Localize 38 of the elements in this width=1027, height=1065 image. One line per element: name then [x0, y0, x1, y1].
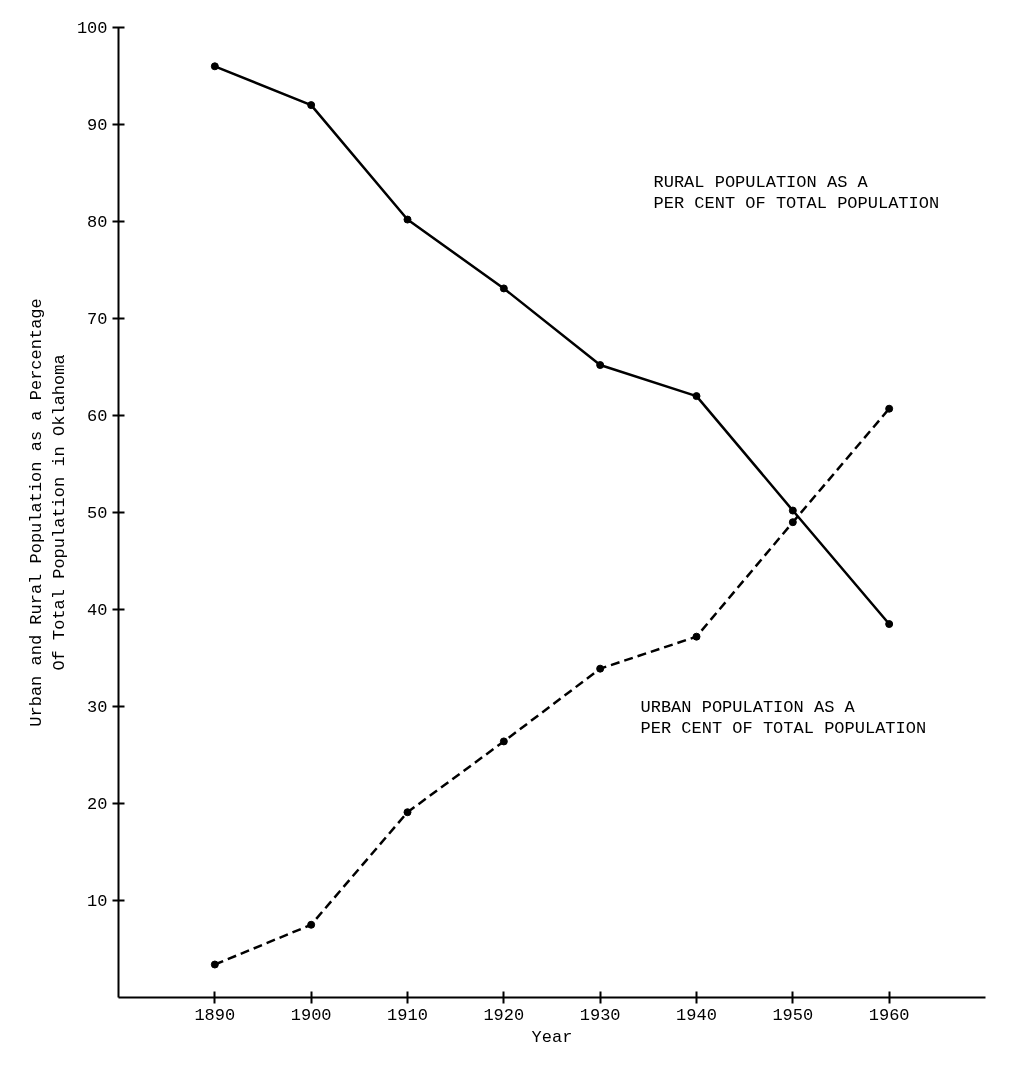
point — [210, 62, 219, 71]
y-tick-label: 30 — [87, 698, 108, 717]
point — [692, 632, 701, 641]
y-tick-label: 10 — [87, 892, 108, 911]
point — [596, 664, 605, 673]
annotation: URBAN POPULATION AS A PER CENT OF TOTAL POPULATION — [640, 697, 927, 739]
x-axis-title: Year — [531, 1027, 573, 1047]
point — [692, 392, 701, 401]
x-tick-label: 1930 — [579, 1005, 621, 1025]
x-tick-label: 1900 — [290, 1005, 332, 1025]
point — [885, 620, 894, 629]
annotation: RURAL POPULATION AS A PER CENT OF TOTAL POPULATION — [653, 172, 940, 214]
y-tick-label: 40 — [87, 601, 108, 620]
x-tick-label: 1920 — [483, 1005, 525, 1025]
x-tick-label: 1890 — [194, 1005, 236, 1025]
point — [885, 404, 894, 413]
x-tick-label: 1940 — [676, 1005, 717, 1025]
point — [307, 101, 316, 110]
y-tick-label: 60 — [87, 407, 108, 426]
x-tick-label: 1960 — [868, 1005, 910, 1025]
y-tick-label: 100 — [76, 19, 108, 38]
point — [403, 215, 412, 224]
x-tick-label: 1950 — [772, 1005, 814, 1025]
point — [499, 737, 508, 746]
y-tick-label: 70 — [87, 310, 108, 329]
y-tick-label: 50 — [87, 504, 108, 523]
point — [788, 506, 797, 515]
y-tick-label: 90 — [87, 116, 108, 135]
point — [788, 518, 797, 527]
point — [499, 284, 508, 293]
y-axis-title: Urban and Rural Population as a Percentage Of Total Population in Oklahoma — [27, 298, 69, 727]
y-tick-label: 80 — [87, 213, 108, 232]
x-tick-label: 1910 — [387, 1005, 428, 1025]
point — [596, 361, 605, 370]
point — [403, 808, 412, 817]
point — [307, 920, 316, 929]
point — [210, 960, 219, 969]
y-tick-label: 20 — [87, 795, 108, 814]
